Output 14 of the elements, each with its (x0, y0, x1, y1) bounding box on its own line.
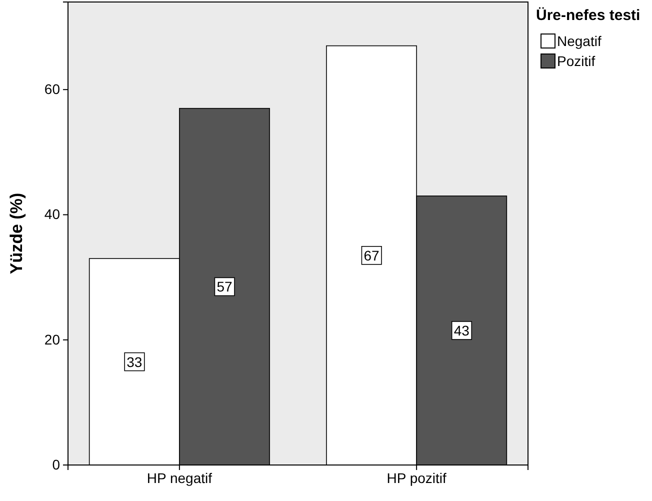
y-axis-title: Yüzde (%) (7, 192, 26, 274)
y-tick-label: 60 (44, 81, 60, 98)
y-tick-label: 0 (52, 456, 60, 472)
legend-label: Negatif (557, 33, 602, 49)
x-tick-label: HP negatif (146, 470, 212, 486)
y-tick-label: 40 (44, 206, 60, 222)
legend-label: Pozitif (557, 53, 596, 69)
legend-title: Üre-nefes testi (536, 7, 640, 24)
data-label: 67 (364, 247, 380, 264)
data-label: 33 (126, 354, 142, 370)
data-label: 43 (454, 322, 470, 338)
data-label: 57 (216, 278, 232, 295)
x-tick-label: HP pozitif (386, 470, 446, 486)
y-tick-label: 20 (44, 331, 60, 348)
